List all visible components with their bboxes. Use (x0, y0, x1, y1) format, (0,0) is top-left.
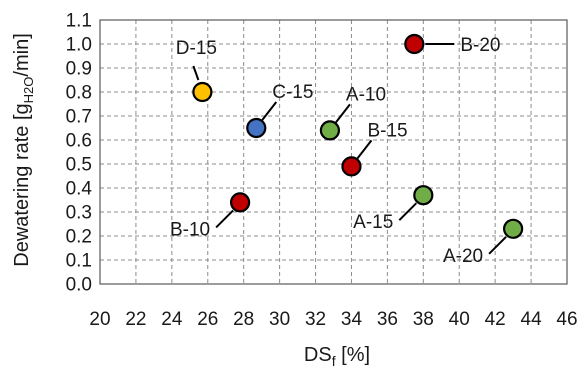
y-axis-title-unit: /min] (11, 33, 33, 76)
point-labels: D-15 C-15 A-10 B-20 B-15 B-10 A-15 A-20 (170, 35, 501, 267)
data-point-d-15 (192, 81, 213, 103)
x-tick-label: 22 (125, 309, 146, 330)
x-tick-label: 40 (449, 309, 470, 330)
label-leader-lines (192, 43, 507, 255)
y-tick-label: 0.2 (66, 227, 92, 248)
y-tick-label: 0.6 (66, 131, 92, 152)
x-tick-label: 42 (485, 309, 506, 330)
data-point-a-15 (413, 185, 434, 206)
data-point-c-15 (246, 117, 267, 139)
data-point-b-10 (230, 192, 251, 213)
data-point-a-20 (503, 218, 524, 239)
x-axis-title: DSf [%] (304, 344, 370, 369)
x-tick-label: 30 (269, 309, 290, 330)
y-tick-label: 0.0 (66, 275, 92, 296)
x-tick-label: 34 (341, 309, 363, 330)
point-label-b-15: B-15 (367, 120, 407, 141)
data-point-b-15 (341, 156, 362, 177)
leader-line-b-15 (356, 139, 373, 160)
x-tick-label: 28 (233, 309, 254, 330)
y-tick-label: 0.9 (66, 59, 92, 80)
point-label-b-20: B-20 (460, 35, 500, 56)
y-tick-label: 0.8 (66, 83, 92, 104)
data-point-b-20 (404, 33, 425, 55)
x-tick-label: 20 (89, 309, 110, 330)
leader-line-d-15 (192, 65, 200, 81)
x-tick-label: 32 (305, 309, 326, 330)
x-tick-label: 44 (521, 309, 543, 330)
y-tick-label: 0.3 (66, 203, 92, 224)
plot-area-frame (99, 19, 568, 285)
leader-line-a-20 (488, 236, 507, 255)
x-axis-tick-labels: 20 22 24 26 28 30 32 34 36 38 40 42 44 46 (89, 309, 577, 330)
x-axis-title-subscript: f (332, 353, 336, 369)
x-tick-label: 24 (161, 309, 183, 330)
point-label-a-15: A-15 (353, 212, 393, 233)
point-label-c-15: C-15 (272, 82, 313, 103)
data-markers (192, 33, 524, 239)
x-tick-label: 26 (197, 309, 218, 330)
point-label-a-20: A-20 (443, 246, 483, 267)
y-tick-label: 0.5 (66, 155, 92, 176)
x-axis-title-unit: [%] (336, 344, 370, 366)
y-tick-label: 1.1 (66, 11, 92, 32)
point-label-b-10: B-10 (170, 219, 210, 240)
y-axis-tick-labels: 0.0 0.1 0.2 0.3 0.4 0.5 0.6 0.7 0.8 0.9 1.0 1.1 (66, 11, 93, 296)
y-tick-label: 1.0 (66, 35, 92, 56)
y-tick-label: 0.1 (66, 251, 92, 272)
data-point-a-10 (319, 120, 341, 141)
grid-lines (99, 19, 568, 285)
point-label-a-10: A-10 (346, 84, 386, 105)
x-tick-label: 36 (377, 309, 398, 330)
point-label-d-15: D-15 (176, 38, 217, 59)
leader-line-a-10 (335, 103, 351, 124)
y-axis-title-subscript: H2O (21, 77, 36, 104)
y-axis-title: Dewatering rate [gH2O/min] (11, 33, 36, 267)
x-tick-label: 38 (413, 309, 434, 330)
x-axis-title-main: DS (304, 344, 332, 366)
y-tick-label: 0.7 (66, 107, 92, 128)
leader-line-b-10 (215, 209, 234, 229)
x-tick-label: 46 (556, 309, 577, 330)
leader-line-c-15 (261, 101, 278, 121)
leader-line-a-15 (398, 202, 418, 221)
y-tick-label: 0.4 (66, 179, 93, 200)
y-axis-title-main: Dewatering rate [g (11, 103, 33, 266)
